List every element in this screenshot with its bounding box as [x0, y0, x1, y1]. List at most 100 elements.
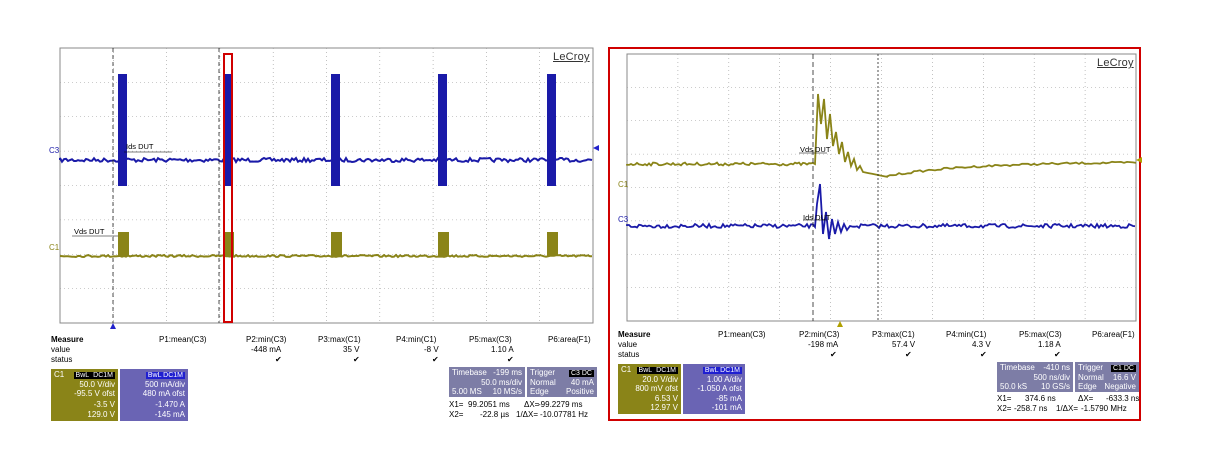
cursor-dx-label: ΔX=: [524, 400, 540, 409]
measure-status-p4: ✔: [432, 355, 439, 364]
left-trigger-box[interactable]: Trigger C3 DC Normal 40 mA Edge Positive: [527, 367, 597, 397]
left-c1-marker: C1: [49, 243, 60, 252]
c1-v1: 6.53 V: [654, 394, 678, 403]
timebase-samples: 50.0 kS: [1000, 382, 1028, 391]
trigger-tag: C3 DC: [568, 370, 594, 377]
c1-vdiv: 50.0 V/div: [79, 380, 115, 389]
measure-value-p5: 1.18 A: [1038, 340, 1061, 349]
left-c1-channel-box[interactable]: C1 BwL DC1M 50.0 V/div -95.5 V ofst -3.5 …: [51, 369, 118, 421]
measure-status-p5: ✔: [507, 355, 514, 364]
measure-status-p5: ✔: [1054, 350, 1061, 359]
c1-bwl-tag: BwL: [636, 367, 655, 374]
timebase-samples: 5.00 MS: [452, 387, 482, 396]
trigger-level-marker: [593, 145, 599, 151]
c1-bwl-tag: BwL: [73, 372, 92, 379]
c3-burst-3: [331, 74, 340, 186]
right-brand-logo: LeCroy: [1097, 57, 1134, 69]
right-waveform-grid: [626, 53, 1142, 327]
trigger-label: Trigger: [1078, 363, 1104, 372]
cursor-inv-label: 1/ΔX=: [1056, 404, 1079, 413]
measure-value-p2: -448 mA: [251, 345, 282, 354]
measure-status-p3: ✔: [353, 355, 360, 364]
trigger-mode: Normal: [530, 378, 556, 387]
timebase-rate: 10 MS/s: [492, 387, 522, 396]
c1-ofst: -95.5 V ofst: [74, 389, 115, 398]
measure-value-p3: 57.4 V: [892, 340, 916, 349]
cursor-inv: -10.07781 Hz: [540, 410, 589, 419]
cursor-x2: -258.7 ns: [1014, 404, 1048, 413]
c1-v2: 12.97 V: [650, 403, 678, 412]
right-trigger-box[interactable]: Trigger C1 DC Normal 16.6 V Edge Negativ…: [1075, 362, 1139, 392]
right-scope-frame: [608, 47, 1141, 421]
timebase-rate: 10 GS/s: [1041, 382, 1070, 391]
measure-value-p4: -8 V: [424, 345, 439, 354]
cursor-x1-label: X1=: [997, 394, 1012, 403]
cursor-x2-label: X2=: [997, 404, 1012, 413]
right-measure-table: Measure P1:mean(C3) P2:min(C3) P3:max(C1…: [618, 330, 1148, 360]
measure-col-p1: P1:mean(C3): [718, 330, 766, 339]
c1-pulse-4: [438, 232, 449, 256]
left-ids-label: Ids DUT: [126, 142, 154, 151]
measure-value-label: value: [51, 345, 71, 354]
measure-value-p2: -198 mA: [808, 340, 839, 349]
cursor-dx: -633.3 ns: [1106, 394, 1140, 403]
c1-dc-tag: DC1M: [654, 367, 678, 374]
right-c1-channel-box[interactable]: C1 BwL DC1M 20.0 V/div 800 mV ofst 6.53 V…: [618, 364, 681, 414]
c3-burst-2: [223, 74, 232, 186]
trigger-label: Trigger: [530, 368, 556, 377]
left-vds-label: Vds DUT: [74, 227, 105, 236]
measure-col-p5: P5:max(C3): [469, 335, 512, 344]
c3-a2: -145 mA: [154, 410, 185, 419]
right-c3-channel-box[interactable]: BwL DC1M 1.00 A/div -1.050 A ofst -85 mA…: [683, 364, 745, 414]
trigger-position-marker: [837, 321, 843, 327]
measure-col-p6: P6:area(F1): [1092, 330, 1135, 339]
right-ids-label: Ids DUT: [803, 213, 831, 222]
right-scope-panel: LeCroy C1 C3 Vds DUT Ids DUT Measure P1:…: [600, 0, 1205, 464]
cursor-dx-label: ΔX=: [1078, 394, 1094, 403]
measure-value-p5: 1.10 A: [491, 345, 514, 354]
c3-tag: BwL DC1M: [702, 367, 742, 374]
trigger-level: 16.6 V: [1112, 373, 1136, 382]
measure-col-p5: P5:max(C3): [1019, 330, 1062, 339]
c1-name: C1: [54, 370, 65, 379]
left-scope-panel: LeCroy C3 C1 Ids DUT Vds DUT Measure P1:…: [0, 0, 600, 464]
c3-tag: BwL DC1M: [145, 372, 185, 379]
measure-col-p3: P3:max(C1): [318, 335, 361, 344]
measure-col-p2: P2:min(C3): [799, 330, 840, 339]
c1-name: C1: [621, 365, 632, 374]
trigger-slope: Negative: [1104, 382, 1136, 391]
right-c3-marker: C3: [618, 215, 629, 224]
timebase-value: -410 ns: [1043, 363, 1070, 372]
cursor-x2-label: X2=: [449, 410, 464, 419]
c3-a1: -85 mA: [716, 394, 742, 403]
c3-burst-4: [438, 74, 447, 186]
c1-v1: -3.5 V: [93, 400, 115, 409]
timebase-value: -199 ms: [493, 368, 522, 377]
trigger-mode: Normal: [1078, 373, 1104, 382]
c3-ofst: -1.050 A ofst: [697, 384, 742, 393]
c1-pulse-2: [223, 232, 234, 256]
measure-status-p2: ✔: [830, 350, 837, 359]
measure-status-label: status: [618, 350, 640, 359]
right-timebase-box[interactable]: Timebase -410 ns 500 ns/div 50.0 kS 10 G…: [997, 362, 1073, 392]
measure-value-p4: 4.3 V: [972, 340, 991, 349]
measure-value-label: value: [618, 340, 638, 349]
measure-col-p4: P4:min(C1): [396, 335, 437, 344]
trigger-level-marker: [1136, 157, 1142, 163]
left-waveform-grid: [59, 47, 599, 329]
c1-pulse-5: [547, 232, 558, 256]
left-c3-channel-box[interactable]: BwL DC1M 500 mA/div 480 mA ofst -1.470 A…: [120, 369, 188, 421]
trigger-level: 40 mA: [570, 378, 594, 387]
measure-value-p3: 35 V: [343, 345, 360, 354]
cursor-inv: -1.5790 MHz: [1081, 404, 1127, 413]
left-timebase-box[interactable]: Timebase -199 ms 50.0 ms/div 5.00 MS 10 …: [449, 367, 525, 397]
trigger-type: Edge: [530, 387, 549, 396]
c3-ofst: 480 mA ofst: [142, 389, 185, 398]
timebase-label: Timebase: [452, 368, 487, 377]
left-measure-table: Measure P1:mean(C3) P2:min(C3) P3:max(C1…: [51, 335, 599, 365]
trigger-type: Edge: [1078, 382, 1097, 391]
c3-burst-5: [547, 74, 556, 186]
cursor-x1-label: X1=: [449, 400, 464, 409]
c1-pulse-3: [331, 232, 342, 256]
right-vds-label: Vds DUT: [800, 145, 831, 154]
